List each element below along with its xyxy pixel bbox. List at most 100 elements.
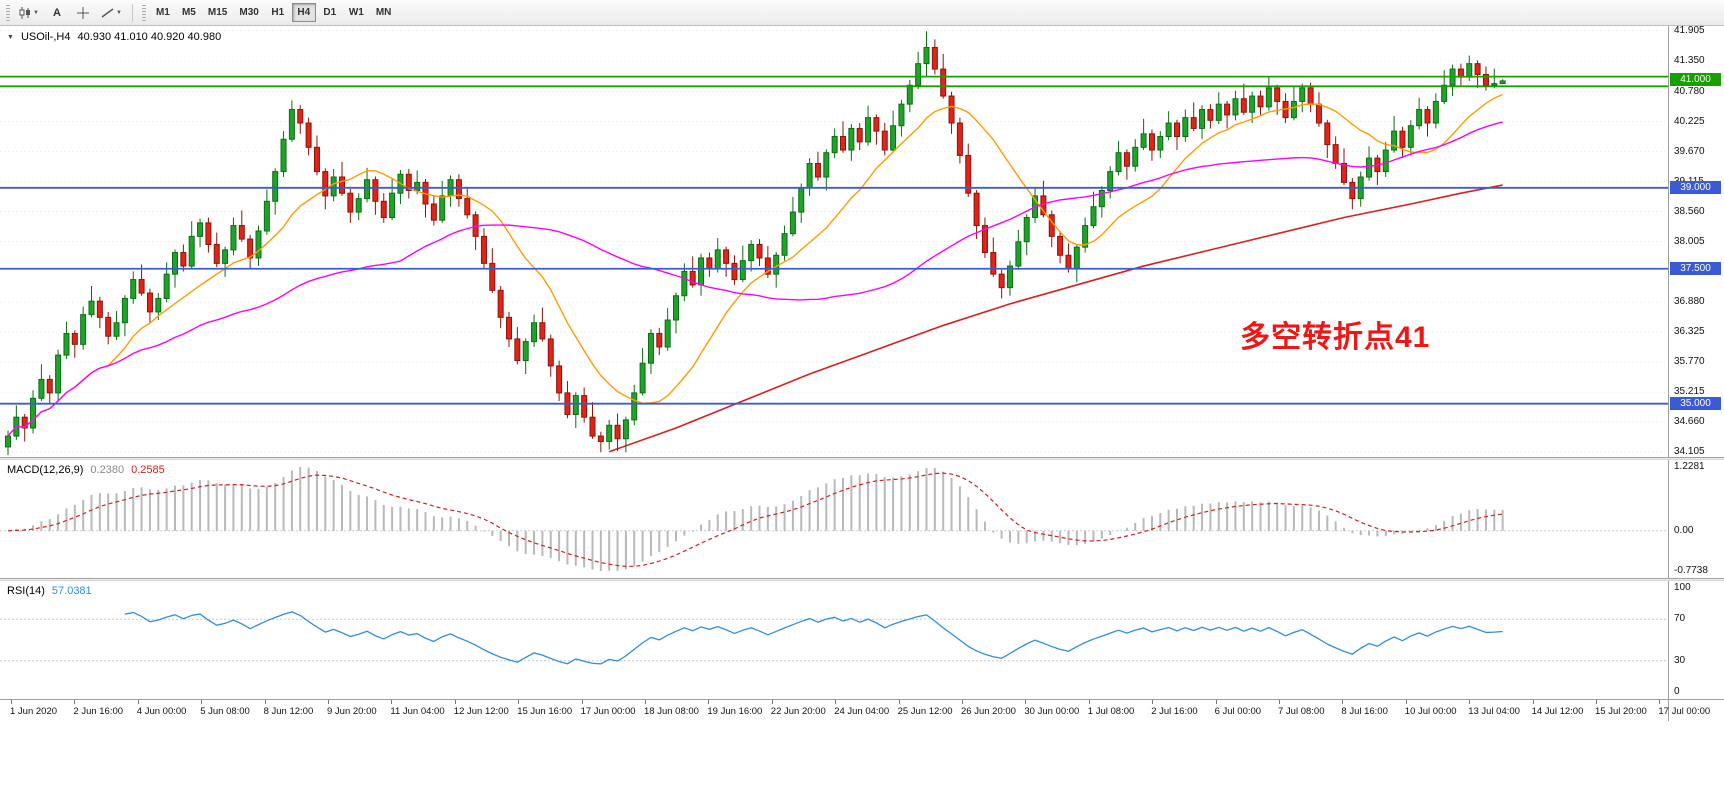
chart-annotation-text[interactable]: 多空转折点41 bbox=[1240, 321, 1431, 354]
time-label: 5 Jun 08:00 bbox=[200, 706, 250, 717]
time-tick bbox=[1469, 700, 1471, 704]
macd-tick-label: -0.7738 bbox=[1674, 565, 1708, 576]
price-tick-label: 34.660 bbox=[1674, 416, 1705, 428]
price-tick-label: 35.770 bbox=[1674, 356, 1705, 368]
time-tick bbox=[11, 700, 12, 704]
time-tick bbox=[898, 700, 900, 704]
time-label: 10 Jul 00:00 bbox=[1404, 706, 1457, 717]
time-tick bbox=[771, 700, 773, 704]
chart-header: ▼ USOil-,H4 40.930 41.010 40.920 40.980 bbox=[7, 31, 221, 43]
time-label: 26 Jun 20:00 bbox=[961, 706, 1016, 717]
horizontal-lines[interactable] bbox=[0, 75, 1668, 405]
time-label: 19 Jun 16:00 bbox=[707, 706, 763, 717]
time-tick bbox=[1342, 700, 1344, 704]
timeframe-w1-button[interactable]: W1 bbox=[344, 3, 369, 22]
time-tick bbox=[328, 700, 329, 704]
macd-canvas[interactable] bbox=[0, 460, 1668, 578]
time-tick bbox=[1659, 700, 1661, 704]
time-axis[interactable]: 1 Jun 2020 2 Jun 16:00 4 Jun 00:00 5 Jun 08… bbox=[0, 699, 1724, 721]
macd-axis[interactable]: 1.2281 0.00 -0.7738 bbox=[1668, 460, 1724, 578]
price-tick-label: 38.005 bbox=[1674, 235, 1705, 247]
candles-layer bbox=[5, 31, 1506, 455]
timeframe-d1-button[interactable]: D1 bbox=[318, 3, 342, 22]
time-label: 24 Jun 04:00 bbox=[834, 706, 890, 717]
time-label: 11 Jun 04:00 bbox=[390, 706, 445, 717]
time-label: 17 Jul 00:00 bbox=[1658, 706, 1711, 717]
toolbar-separator bbox=[131, 3, 133, 22]
macd-histogram bbox=[15, 467, 1504, 571]
timeframe-m30-button[interactable]: M30 bbox=[234, 3, 263, 22]
time-label: 1 Jul 08:00 bbox=[1087, 706, 1135, 717]
timeframe-h4-button[interactable]: H4 bbox=[291, 3, 316, 22]
time-tick bbox=[391, 700, 393, 704]
crosshair-tool-button[interactable] bbox=[71, 3, 95, 23]
collapse-icon[interactable]: ▼ bbox=[7, 33, 14, 41]
time-tick bbox=[518, 700, 520, 704]
price-line-badge: 37.500 bbox=[1670, 261, 1721, 275]
macd-label: MACD(12,26,9) bbox=[7, 464, 84, 476]
time-label: 30 Jun 00:00 bbox=[1024, 706, 1080, 717]
rsi-axis[interactable]: 100 70 30 0 bbox=[1668, 581, 1724, 699]
time-label: 4 Jun 00:00 bbox=[136, 706, 187, 717]
ma-mid-line bbox=[7, 121, 1503, 437]
time-label: 6 Jul 00:00 bbox=[1214, 706, 1262, 717]
time-label: 7 Jul 08:00 bbox=[1278, 706, 1325, 717]
rsi-tick-label: 70 bbox=[1674, 613, 1686, 625]
ma-fast-line bbox=[7, 93, 1503, 437]
time-tick bbox=[1215, 700, 1217, 704]
chevron-down-icon: ▼ bbox=[33, 9, 39, 16]
time-label: 14 Jul 12:00 bbox=[1531, 706, 1584, 717]
price-axis[interactable]: 41.90541.35040.78040.22539.67039.11538.5… bbox=[1668, 25, 1724, 457]
price-line-badge: 41.000 bbox=[1670, 72, 1721, 86]
time-tick bbox=[1152, 700, 1154, 704]
timeframe-m15-button[interactable]: M15 bbox=[203, 3, 232, 22]
line-studies-button[interactable]: ▼ bbox=[97, 3, 126, 23]
rsi-label-row: RSI(14) 57.0381 bbox=[7, 585, 92, 597]
time-label: 15 Jun 16:00 bbox=[517, 706, 573, 717]
chart-type-button[interactable]: ▼ bbox=[15, 3, 43, 23]
symbol-period-label: USOil-,H4 bbox=[20, 31, 71, 43]
macd-tick-label: 0.00 bbox=[1674, 524, 1694, 536]
panel-splitter[interactable] bbox=[0, 578, 1724, 581]
price-tick-label: 36.325 bbox=[1674, 326, 1705, 338]
rsi-tick-label: 100 bbox=[1674, 582, 1691, 593]
panel-splitter[interactable] bbox=[0, 457, 1724, 460]
toolbar: ▼ A ▼ M1 M5 M15 M30 H1 H4 D1 W1 MN bbox=[0, 0, 1724, 26]
text-tool-button[interactable]: A bbox=[45, 3, 69, 23]
price-tick-label: 40.780 bbox=[1674, 85, 1705, 97]
crosshair-icon bbox=[76, 6, 89, 19]
toolbar-grip[interactable] bbox=[6, 4, 10, 21]
timeframe-mn-button[interactable]: MN bbox=[371, 3, 397, 22]
time-tick bbox=[1532, 700, 1534, 704]
toolbar-grip[interactable] bbox=[141, 4, 146, 21]
macd-signal-value: 0.2585 bbox=[131, 464, 165, 476]
price-tick-label: 34.105 bbox=[1674, 446, 1705, 457]
time-label: 18 Jun 08:00 bbox=[644, 706, 699, 717]
time-tick bbox=[74, 700, 76, 704]
price-tick-label: 40.225 bbox=[1674, 115, 1705, 127]
time-tick bbox=[137, 700, 139, 704]
time-tick bbox=[264, 700, 266, 704]
rsi-tick-label: 30 bbox=[1674, 654, 1686, 666]
price-tick-label: 38.560 bbox=[1674, 205, 1705, 217]
timeframe-h1-button[interactable]: H1 bbox=[266, 3, 290, 22]
timeframe-m5-button[interactable]: M5 bbox=[177, 3, 201, 22]
time-label: 17 Jun 00:00 bbox=[580, 706, 636, 717]
rsi-canvas[interactable] bbox=[0, 581, 1668, 699]
time-label: 25 Jun 12:00 bbox=[897, 706, 953, 717]
price-tick-label: 41.905 bbox=[1674, 25, 1705, 36]
rsi-level-lines bbox=[0, 618, 1668, 662]
timeframe-m1-button[interactable]: M1 bbox=[151, 3, 175, 22]
price-tick-label: 39.670 bbox=[1674, 145, 1705, 157]
time-label: 8 Jun 12:00 bbox=[263, 706, 314, 717]
time-tick bbox=[962, 700, 963, 704]
time-tick bbox=[645, 700, 646, 704]
time-label: 22 Jun 20:00 bbox=[770, 706, 826, 717]
time-label: 2 Jun 16:00 bbox=[73, 706, 124, 717]
time-label: 1 Jun 2020 bbox=[10, 706, 58, 717]
rsi-label: RSI(14) bbox=[7, 585, 45, 597]
time-label: 8 Jul 16:00 bbox=[1341, 706, 1388, 717]
price-chart-canvas[interactable] bbox=[0, 26, 1668, 457]
price-tick-label: 36.880 bbox=[1674, 296, 1705, 308]
